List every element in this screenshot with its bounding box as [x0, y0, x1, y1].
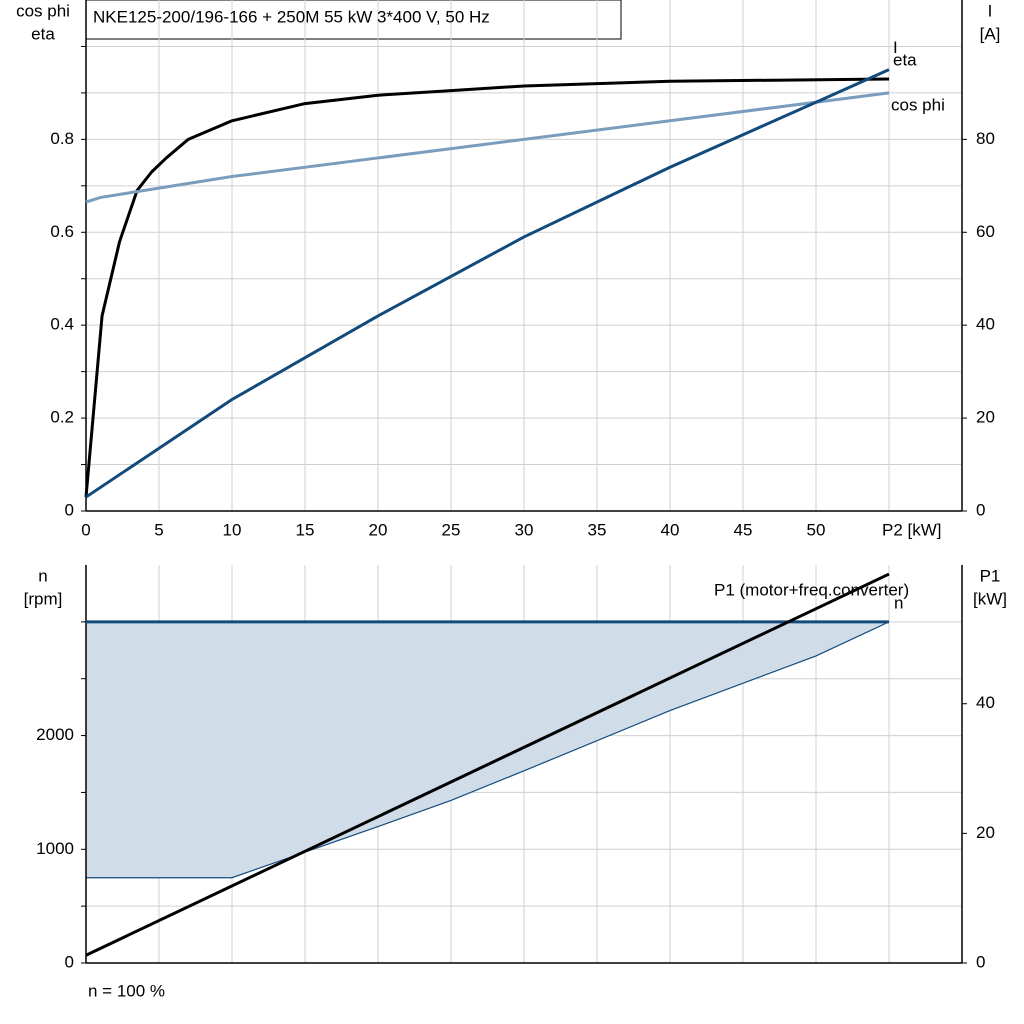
y-tick-label: 0	[65, 500, 74, 519]
y2-tick-label: 40	[976, 693, 995, 712]
y-axis-label: [rpm]	[24, 589, 63, 608]
legend-label: cos phi	[891, 95, 945, 114]
title-box	[85, 0, 622, 40]
x-tick-label: 20	[369, 520, 388, 539]
y-axis-label: n	[38, 566, 47, 585]
x-tick-label: 15	[296, 520, 315, 539]
legend-label: eta	[893, 50, 917, 69]
series-line	[85, 572, 890, 957]
x-tick-label: P2 [kW]	[882, 520, 942, 539]
y-tick-label: 0.6	[50, 222, 74, 241]
legend-label: P1 (motor+freq.converter)	[714, 581, 909, 600]
x-tick-label: 30	[515, 520, 534, 539]
x-tick-label: 50	[807, 520, 826, 539]
chart-title: NKE125-200/196-166 + 250M 55 kW 3*400 V,…	[93, 7, 490, 26]
y2-axis-label: [A]	[980, 24, 1001, 43]
x-tick-label: 40	[661, 520, 680, 539]
x-tick-label: 5	[154, 520, 163, 539]
y2-axis-label: [kW]	[973, 589, 1007, 608]
y2-tick-label: 20	[976, 408, 995, 427]
x-tick-label: 10	[223, 520, 242, 539]
x-tick-label: 0	[81, 520, 90, 539]
y-tick-label: 1000	[36, 839, 74, 858]
y2-axis-label: I	[988, 1, 993, 20]
series-line	[85, 68, 890, 499]
y-tick-label: 0.4	[50, 315, 74, 334]
range-area	[86, 621, 889, 878]
y2-axis-label: P1	[980, 566, 1001, 585]
note: n = 100 %	[88, 981, 165, 1000]
range-lower-line	[86, 621, 890, 879]
y2-tick-label: 0	[976, 952, 985, 971]
y-tick-label: 0.2	[50, 408, 74, 427]
y-tick-label: 0	[65, 952, 74, 971]
x-tick-label: 25	[442, 520, 461, 539]
legend-label: I	[893, 38, 898, 57]
x-tick-label: 45	[734, 520, 753, 539]
series-line	[84, 77, 890, 498]
y-tick-label: 0.8	[50, 129, 74, 148]
y-axis-label: cos phi	[16, 1, 70, 20]
y2-tick-label: 60	[976, 222, 995, 241]
y-tick-label: 2000	[36, 725, 74, 744]
y-axis-label: eta	[31, 24, 55, 43]
legend-label: n	[894, 593, 903, 612]
x-tick-label: 35	[588, 520, 607, 539]
y2-tick-label: 80	[976, 129, 995, 148]
y2-tick-label: 0	[976, 500, 985, 519]
y2-tick-label: 40	[976, 315, 995, 334]
y2-tick-label: 20	[976, 823, 995, 842]
series-line	[85, 91, 890, 204]
